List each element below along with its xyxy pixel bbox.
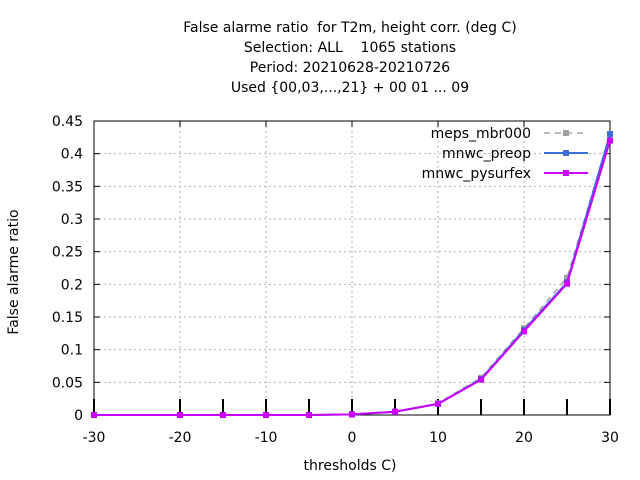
data-point-mnwc_pysurfex: [177, 412, 183, 418]
legend-label-mnwc_pysurfex: mnwc_pysurfex: [422, 166, 531, 182]
series-line-mnwc_pysurfex: [94, 140, 611, 416]
data-point-mnwc_pysurfex: [263, 412, 269, 418]
x-tick-label: 0: [348, 430, 357, 446]
y-tick-label: 0.45: [52, 114, 83, 130]
data-point-mnwc_pysurfex: [392, 408, 398, 415]
legend-marker-mnwc_preop: [563, 150, 569, 156]
title-line-4: Used {00,03,...,21} + 00 01 ... 09: [230, 80, 470, 96]
legend-label-meps_mbr000: meps_mbr000: [431, 126, 531, 142]
y-tick-label: 0.05: [52, 375, 83, 391]
data-point-mnwc_pysurfex: [607, 137, 613, 144]
title-line-3: Period: 20210628-20210726: [249, 60, 451, 76]
y-tick-label: 0: [74, 408, 83, 424]
y-tick-label: 0.4: [61, 147, 83, 163]
x-tick-label: -10: [255, 430, 278, 446]
x-tick-label: 30: [601, 430, 619, 446]
x-axis-label: thresholds C): [303, 458, 397, 474]
data-point-mnwc_pysurfex: [564, 280, 570, 287]
title-line-2: Selection: ALL 1065 stations: [243, 40, 457, 56]
data-point-mnwc_pysurfex: [435, 400, 441, 407]
y-tick-label: 0.2: [61, 277, 83, 293]
y-axis-label: False alarme ratio: [6, 209, 22, 335]
data-point-mnwc_preop: [607, 131, 613, 138]
data-point-mnwc_pysurfex: [220, 412, 226, 418]
x-tick-label: -20: [169, 430, 192, 446]
x-tick-label: 10: [429, 430, 447, 446]
data-point-meps_mbr000: [564, 274, 570, 281]
data-point-mnwc_pysurfex: [306, 412, 312, 418]
chart-title: False alarme ratio for T2m, height corr.…: [0, 18, 640, 98]
legend-marker-mnwc_pysurfex: [563, 170, 569, 176]
y-tick-label: 0.25: [52, 245, 83, 261]
x-tick-label: -30: [83, 430, 106, 446]
data-point-mnwc_pysurfex: [91, 412, 97, 418]
y-tick-label: 0.35: [52, 179, 83, 195]
y-tick-label: 0.1: [61, 343, 83, 359]
x-tick-label: 20: [515, 430, 533, 446]
legend-marker-meps_mbr000: [563, 130, 569, 136]
data-point-mnwc_pysurfex: [521, 328, 527, 335]
legend-label-mnwc_preop: mnwc_preop: [442, 146, 531, 162]
title-line-1: False alarme ratio for T2m, height corr.…: [183, 20, 517, 36]
data-point-mnwc_pysurfex: [349, 411, 355, 418]
y-tick-label: 0.3: [61, 212, 83, 228]
y-tick-label: 0.15: [52, 310, 83, 326]
data-point-mnwc_pysurfex: [478, 376, 484, 383]
